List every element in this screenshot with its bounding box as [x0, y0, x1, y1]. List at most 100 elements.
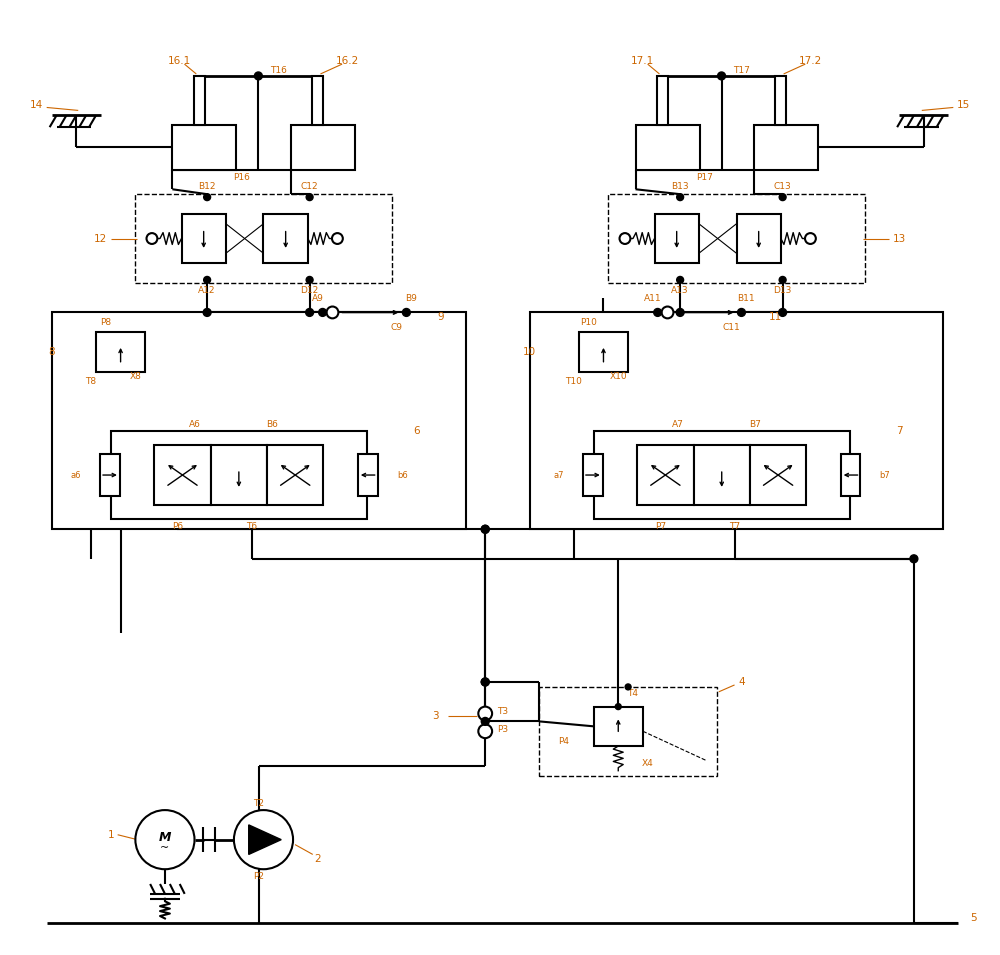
- Bar: [637, 445, 694, 504]
- Text: P7: P7: [655, 521, 666, 531]
- Circle shape: [147, 233, 157, 244]
- Text: T3: T3: [497, 707, 509, 716]
- Text: 12: 12: [94, 234, 108, 244]
- Circle shape: [203, 308, 211, 316]
- Text: 6: 6: [413, 426, 420, 435]
- Bar: [594, 431, 850, 520]
- Text: P3: P3: [497, 725, 509, 733]
- Text: b7: b7: [880, 471, 890, 479]
- Text: P8: P8: [100, 318, 111, 327]
- Circle shape: [481, 525, 489, 533]
- Text: 17.1: 17.1: [631, 56, 654, 66]
- Circle shape: [662, 307, 673, 318]
- Circle shape: [625, 684, 631, 690]
- Text: D12: D12: [300, 286, 319, 295]
- Text: A12: A12: [198, 286, 216, 295]
- Circle shape: [332, 233, 343, 244]
- Text: B9: B9: [405, 294, 417, 303]
- Bar: [657, 76, 668, 125]
- Bar: [194, 76, 205, 125]
- Bar: [583, 455, 603, 496]
- Text: X4: X4: [642, 759, 654, 768]
- Circle shape: [306, 308, 314, 316]
- Circle shape: [677, 276, 684, 284]
- Text: C9: C9: [391, 323, 403, 331]
- Bar: [750, 445, 806, 504]
- Bar: [100, 455, 120, 496]
- Circle shape: [204, 276, 211, 284]
- Circle shape: [718, 72, 725, 80]
- Text: b6: b6: [397, 471, 408, 479]
- Circle shape: [654, 308, 662, 316]
- Text: X10: X10: [609, 372, 627, 381]
- Bar: [754, 125, 818, 170]
- Bar: [135, 194, 392, 283]
- Text: 9: 9: [438, 312, 444, 323]
- Bar: [530, 312, 943, 529]
- Text: 16.1: 16.1: [168, 56, 191, 66]
- Text: 16.2: 16.2: [335, 56, 359, 66]
- Circle shape: [478, 724, 492, 738]
- Circle shape: [481, 678, 489, 686]
- Text: T7: T7: [729, 521, 740, 531]
- Text: 2: 2: [314, 855, 321, 864]
- Circle shape: [327, 307, 338, 318]
- Text: 13: 13: [892, 234, 906, 244]
- Text: 14: 14: [30, 100, 43, 111]
- Text: P6: P6: [172, 521, 183, 531]
- Text: ~: ~: [160, 842, 170, 853]
- Circle shape: [306, 276, 313, 284]
- Text: A11: A11: [644, 294, 662, 303]
- Text: 15: 15: [957, 100, 970, 111]
- Bar: [694, 445, 750, 504]
- Bar: [71, 317, 170, 387]
- Circle shape: [779, 194, 786, 201]
- Bar: [172, 125, 236, 170]
- Text: P10: P10: [580, 318, 597, 327]
- Circle shape: [677, 194, 684, 201]
- Circle shape: [676, 308, 684, 316]
- Circle shape: [478, 707, 492, 720]
- Text: C12: C12: [301, 181, 318, 191]
- Circle shape: [204, 194, 211, 201]
- Circle shape: [779, 308, 787, 316]
- Bar: [182, 214, 226, 264]
- Circle shape: [319, 308, 327, 316]
- Text: 3: 3: [433, 711, 439, 721]
- Circle shape: [135, 810, 195, 869]
- Text: 5: 5: [970, 914, 976, 923]
- Polygon shape: [249, 825, 281, 855]
- Text: T8: T8: [85, 377, 97, 386]
- Circle shape: [779, 276, 786, 284]
- Text: T6: T6: [246, 521, 257, 531]
- Text: 4: 4: [738, 677, 745, 687]
- Bar: [554, 317, 653, 387]
- Circle shape: [234, 810, 293, 869]
- Bar: [358, 455, 378, 496]
- Bar: [312, 76, 323, 125]
- Text: C11: C11: [723, 323, 740, 331]
- Text: 17.2: 17.2: [799, 56, 822, 66]
- Text: B13: B13: [671, 181, 689, 191]
- Bar: [96, 332, 145, 371]
- Circle shape: [481, 717, 489, 726]
- Circle shape: [306, 194, 313, 201]
- Text: T17: T17: [733, 66, 750, 74]
- Text: B7: B7: [749, 420, 761, 430]
- Circle shape: [254, 72, 262, 80]
- Text: T10: T10: [565, 377, 582, 386]
- Text: B6: B6: [266, 420, 278, 430]
- Text: T2: T2: [253, 798, 264, 808]
- Text: P17: P17: [696, 173, 713, 182]
- Bar: [579, 332, 628, 371]
- Text: a7: a7: [553, 471, 564, 479]
- Text: 11: 11: [769, 312, 783, 323]
- Circle shape: [481, 525, 489, 533]
- Bar: [111, 431, 367, 520]
- Circle shape: [615, 704, 621, 710]
- Text: T4: T4: [628, 690, 639, 698]
- Text: C13: C13: [774, 181, 792, 191]
- Bar: [211, 445, 267, 504]
- Bar: [841, 455, 860, 496]
- Text: T16: T16: [270, 66, 287, 74]
